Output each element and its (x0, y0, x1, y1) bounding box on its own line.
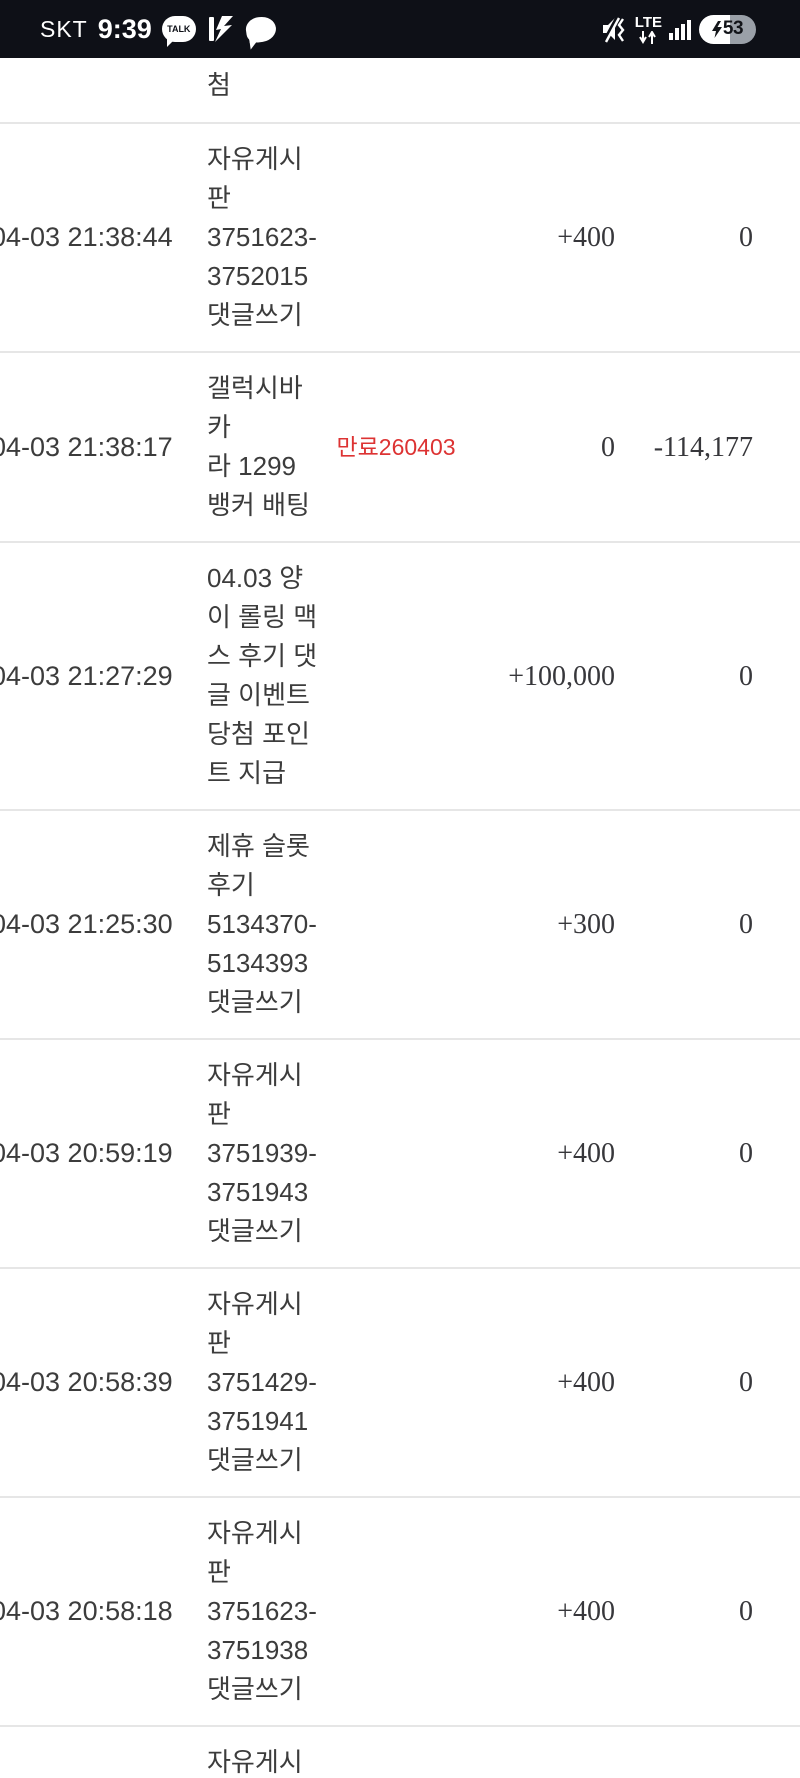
row-datetime: 04-03 21:38:44 (0, 222, 173, 252)
points-history-table[interactable]: 첨 04-03 21:38:44 자유게시판 3751623- 3752015 … (0, 58, 800, 1778)
row-points-change: +400 (557, 1367, 615, 1398)
row-description: 자유게시판 3751623- 3751938 댓글쓰기 (207, 1518, 317, 1704)
row-balance: -114,177 (653, 431, 753, 463)
status-bar-right: LTE 53 (602, 14, 756, 44)
mute-vibrate-icon (602, 16, 625, 43)
row-balance: 0 (739, 222, 753, 253)
row-points-change: +400 (557, 222, 615, 253)
lte-indicator: LTE (635, 15, 662, 44)
row-description: 자유게시판 3751939- 3751943 댓글쓰기 (207, 1060, 317, 1246)
row-balance: 0 (739, 909, 753, 940)
row-description: 첨 (207, 70, 231, 100)
row-points-change: +300 (557, 909, 615, 940)
k-lightning-notification-icon (208, 16, 233, 42)
table-row: 04-03 20:59:19 자유게시판 3751939- 3751943 댓글… (0, 1040, 800, 1269)
row-description: 제휴 슬롯 후기 5134370- 5134393 댓글쓰기 (207, 831, 317, 1017)
clock: 9:39 (97, 13, 152, 44)
row-description: 자유게시판 3751623- 3751808 댓글쓰기 (207, 1747, 303, 1777)
row-points-change: 0 (601, 431, 615, 463)
row-expiry-label: 만료260403 (336, 433, 456, 460)
chat-bubble-notification-icon (244, 14, 278, 44)
row-points-change: +400 (557, 1138, 615, 1169)
kakaotalk-badge-text: TALK (167, 24, 191, 34)
row-description: 자유게시판 3751623- 3752015 댓글쓰기 (207, 144, 317, 330)
row-balance: 0 (739, 1138, 753, 1169)
row-balance: 0 (739, 1367, 753, 1398)
network-type-label: LTE (634, 13, 662, 31)
row-balance: 0 (739, 660, 753, 692)
row-datetime: 04-03 20:58:39 (0, 1367, 173, 1397)
signal-strength-icon (669, 19, 691, 40)
row-description: 갤럭시바카 라 1299 뱅커 배팅 (207, 373, 310, 520)
row-description: 04.03 양 이 롤링 맥 스 후기 댓 글 이벤트 당첨 포인 트 지급 (207, 563, 318, 788)
kakaotalk-notification-icon: TALK (161, 16, 196, 47)
row-datetime: 04-03 21:38:17 (0, 431, 173, 462)
table-row: 04-03 21:25:30 제휴 슬롯 후기 5134370- 5134393… (0, 811, 800, 1040)
table-row: 04-03 20:58:39 자유게시판 3751429- 3751941 댓글… (0, 1269, 800, 1498)
table-row: 04-03 21:38:44 자유게시판 3751623- 3752015 댓글… (0, 124, 800, 353)
status-bar-left: SKT 9:39 TALK (40, 13, 278, 47)
row-datetime: 04-03 20:58:18 (0, 1596, 173, 1626)
row-datetime: 04-03 21:27:29 (0, 660, 173, 691)
table-row: 04-03 20:58:18 자유게시판 3751623- 3751938 댓글… (0, 1498, 800, 1727)
row-description: 자유게시판 3751429- 3751941 댓글쓰기 (207, 1289, 317, 1475)
battery-percent-label: 53 (722, 18, 744, 39)
table-row: 04-03 20:24:45 자유게시판 3751623- 3751808 댓글… (0, 1727, 800, 1778)
charging-bolt-icon (711, 20, 722, 38)
carrier-label: SKT (40, 15, 88, 42)
table-row: 04-03 21:38:17 갤럭시바카 라 1299 뱅커 배팅 만료2604… (0, 353, 800, 543)
table-row: 04-03 21:27:29 04.03 양 이 롤링 맥 스 후기 댓 글 이… (0, 543, 800, 811)
row-datetime: 04-03 21:25:30 (0, 909, 173, 939)
row-points-change: +100,000 (508, 660, 615, 692)
status-bar: SKT 9:39 TALK LTE (0, 0, 800, 58)
table-row-partial: 첨 (0, 58, 800, 124)
row-points-change: +400 (557, 1596, 615, 1627)
battery-indicator: 53 (699, 14, 756, 44)
data-arrows-icon (639, 30, 657, 44)
row-datetime: 04-03 20:59:19 (0, 1138, 173, 1168)
row-balance: 0 (739, 1596, 753, 1627)
